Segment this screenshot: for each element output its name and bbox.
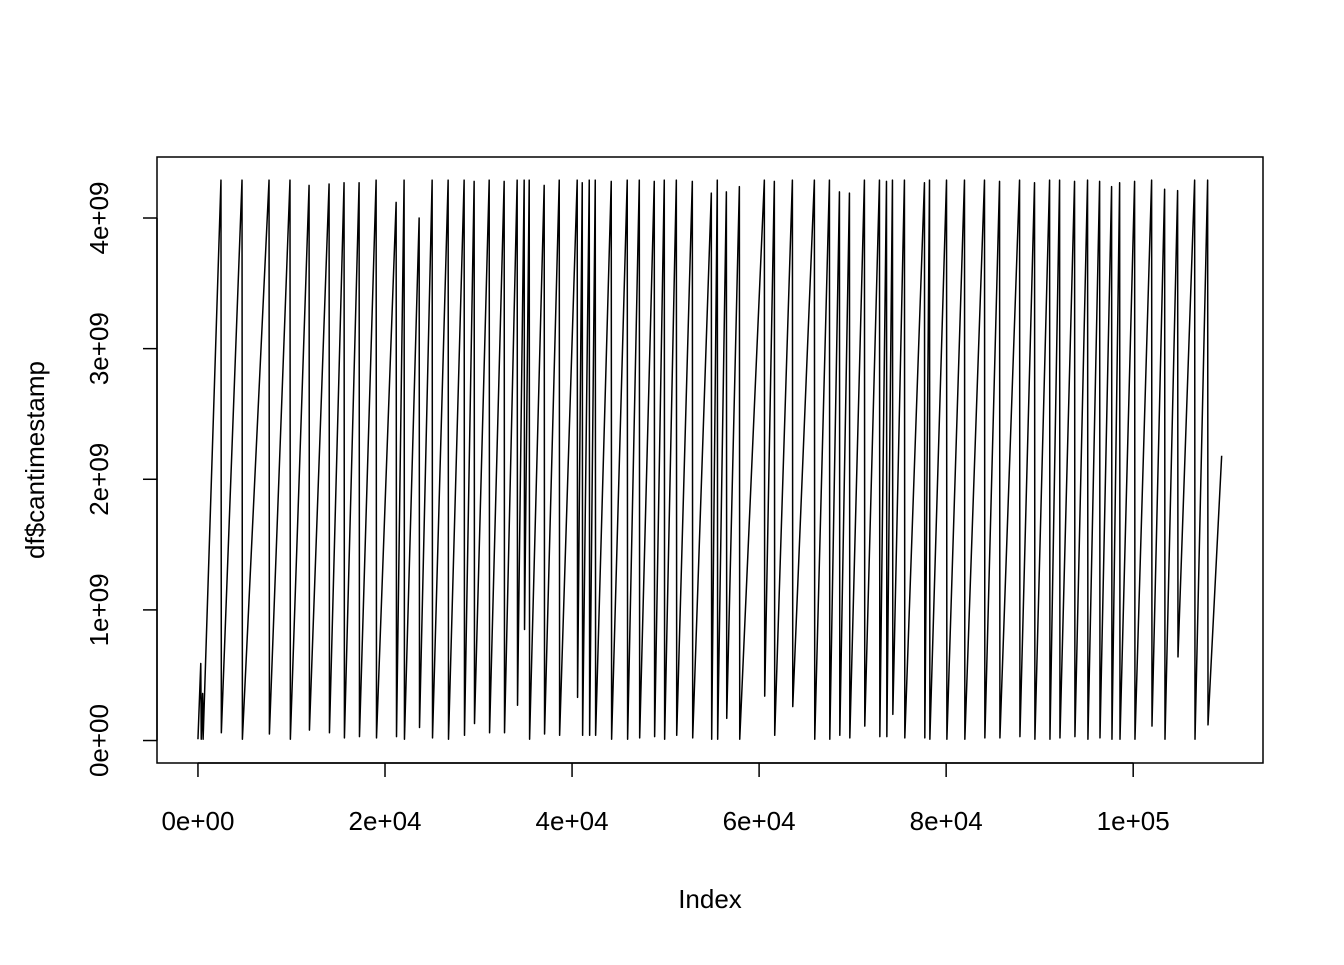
y-tick-label: 0e+00 bbox=[84, 704, 114, 777]
y-tick-label: 1e+09 bbox=[84, 573, 114, 646]
x-tick-label: 4e+04 bbox=[536, 806, 609, 836]
y-tick-label: 3e+09 bbox=[84, 312, 114, 385]
x-tick-label: 8e+04 bbox=[910, 806, 983, 836]
x-axis-label: Index bbox=[678, 884, 742, 914]
x-tick-label: 1e+05 bbox=[1097, 806, 1170, 836]
x-tick-label: 0e+00 bbox=[161, 806, 234, 836]
y-tick-label: 4e+09 bbox=[84, 181, 114, 254]
x-tick-label: 6e+04 bbox=[723, 806, 796, 836]
x-tick-label: 2e+04 bbox=[348, 806, 421, 836]
y-tick-label: 2e+09 bbox=[84, 443, 114, 516]
data-line bbox=[197, 179, 1223, 740]
y-axis-label: df$cantimestamp bbox=[20, 361, 50, 559]
